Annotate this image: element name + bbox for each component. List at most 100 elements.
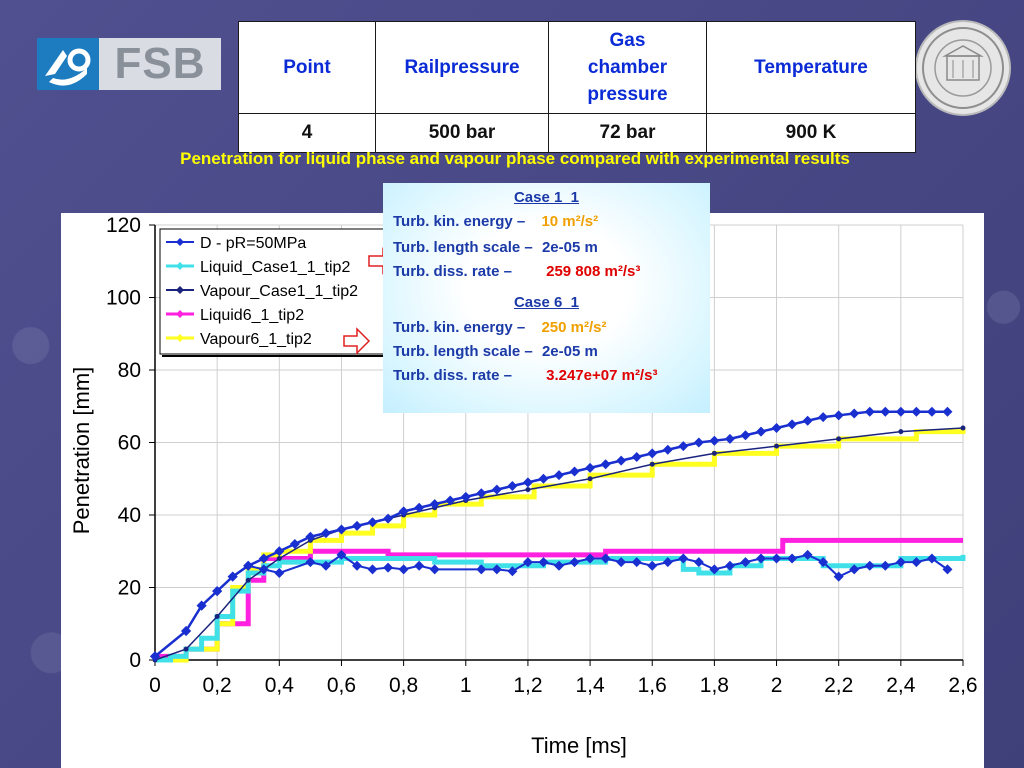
series-point-d-pr-50mpa-47 xyxy=(895,406,906,417)
experimental-liquid-point-4 xyxy=(227,571,238,582)
series-point-d-pr-50mpa-45 xyxy=(864,406,875,417)
experimental-liquid-point-18 xyxy=(491,564,502,575)
experimental-liquid-point-47 xyxy=(942,564,953,575)
case-1-title: Case 1_1 xyxy=(513,189,580,206)
experimental-liquid-point-26 xyxy=(616,557,627,568)
series-point-d-pr-50mpa-23 xyxy=(522,477,533,488)
experimental-liquid-point-22 xyxy=(554,560,564,571)
y-tick-label-3: 60 xyxy=(118,432,141,455)
series-point-d-pr-50mpa-17 xyxy=(429,499,440,510)
series-line-vapour6-1-tip2 xyxy=(155,428,966,663)
experimental-liquid-point-42 xyxy=(864,560,875,571)
slide-subtitle: Penetration for liquid phase and vapour … xyxy=(180,149,850,168)
x-tick-label-6: 1,2 xyxy=(513,674,542,697)
experimental-liquid-point-45 xyxy=(911,557,922,568)
series-point-d-pr-50mpa-39 xyxy=(771,423,782,433)
experimental-liquid-point-6 xyxy=(258,564,269,575)
experimental-liquid-point-28 xyxy=(647,560,658,571)
experimental-liquid-point-9 xyxy=(320,560,331,571)
series-point-d-pr-50mpa-9 xyxy=(305,531,316,542)
series-point-vapour-case1-1-tip2-12 xyxy=(587,476,593,482)
experimental-liquid-point-7 xyxy=(274,568,285,578)
header-point: Point xyxy=(238,21,376,114)
experimental-liquid-point-25 xyxy=(600,553,611,564)
series-point-d-pr-50mpa-46 xyxy=(880,406,891,417)
series-point-d-pr-50mpa-29 xyxy=(616,455,627,466)
x-tick-label-5: 1 xyxy=(460,674,472,697)
series-point-vapour-case1-1-tip2-1 xyxy=(183,646,189,652)
experimental-liquid-point-46 xyxy=(926,553,937,564)
series-point-d-pr-50mpa-40 xyxy=(787,419,798,430)
experimental-liquid-point-35 xyxy=(756,553,766,564)
experimental-liquid-point-32 xyxy=(709,564,720,575)
x-tick-label-0: 0 xyxy=(149,674,161,697)
series-point-d-pr-50mpa-20 xyxy=(476,488,487,499)
x-axis-label: Time [ms] xyxy=(531,733,627,758)
experimental-liquid-point-14 xyxy=(398,564,409,575)
legend-label-liquid6-1-tip2: Liquid6_1_tip2 xyxy=(200,307,304,324)
experimental-liquid-point-5 xyxy=(243,560,254,571)
series-point-d-pr-50mpa-21 xyxy=(491,484,502,495)
experimental-liquid-point-31 xyxy=(693,557,704,568)
experimental-liquid-point-43 xyxy=(880,560,891,571)
experimental-liquid-point-2 xyxy=(196,600,207,611)
experimental-liquid-point-33 xyxy=(724,560,735,571)
case-1-diss-rate: Turb. diss. rate – 259 808 m²/s³ xyxy=(393,263,640,280)
series-point-d-pr-50mpa-50 xyxy=(942,406,953,417)
experimental-liquid-point-38 xyxy=(802,549,813,560)
experimental-liquid-line xyxy=(154,553,949,658)
experimental-liquid-point-37 xyxy=(787,553,798,564)
case-parameters-box: Case 1_1 Turb. kin. energy – 10 m²/s² Tu… xyxy=(383,183,710,413)
experimental-liquid-point-0 xyxy=(150,651,160,662)
series-point-d-pr-50mpa-8 xyxy=(289,539,300,549)
case-1-length-scale: Turb. length scale – 2e-05 m xyxy=(393,239,598,256)
experimental-liquid-point-44 xyxy=(895,557,906,568)
experimental-liquid-point-3 xyxy=(212,586,223,597)
series-point-d-pr-50mpa-7 xyxy=(274,546,285,557)
case-1-kin-energy-value: 10 m²/s² xyxy=(541,213,599,230)
experimental-liquid-point-12 xyxy=(367,564,378,575)
series-point-d-pr-50mpa-31 xyxy=(647,448,658,459)
fsb-logo: FSB xyxy=(37,38,221,90)
fsb-logo-text: FSB xyxy=(99,38,221,90)
series-point-d-pr-50mpa-28 xyxy=(600,459,611,470)
case-6-kin-energy: Turb. kin. energy – 250 m²/s² xyxy=(393,319,606,336)
series-point-d-pr-50mpa-24 xyxy=(538,473,549,484)
series-line-liquid6-1-tip2 xyxy=(155,537,963,659)
case-6-title: Case 6_1 xyxy=(513,294,580,311)
y-tick-label-2: 40 xyxy=(118,504,141,527)
series-point-d-pr-50mpa-49 xyxy=(926,406,937,417)
x-tick-label-13: 2,6 xyxy=(948,674,977,697)
case-1-length-scale-label: Turb. length scale – xyxy=(393,239,533,256)
series-point-d-pr-50mpa-10 xyxy=(320,528,331,539)
series-point-d-pr-50mpa-32 xyxy=(662,444,673,455)
arrow-case6 xyxy=(343,327,371,355)
series-point-d-pr-50mpa-19 xyxy=(460,491,471,502)
header-gas-chamber-pressure: Gas chamber pressure xyxy=(548,21,707,114)
header-temperature: Temperature xyxy=(706,21,916,114)
experimental-liquid-point-17 xyxy=(476,564,487,575)
experimental-liquid-point-39 xyxy=(818,557,829,568)
legend-label-vapour-case1-1-tip2: Vapour_Case1_1_tip2 xyxy=(200,283,358,300)
series-point-d-pr-50mpa-14 xyxy=(383,513,394,524)
experimental-liquid-point-30 xyxy=(678,553,689,564)
series-point-vapour-case1-1-tip2-16 xyxy=(836,436,842,442)
series-point-vapour-case1-1-tip2-2 xyxy=(214,614,220,619)
x-tick-label-7: 1,4 xyxy=(575,674,605,697)
case-1-diss-rate-value: 259 808 m²/s³ xyxy=(546,263,641,280)
header-railpressure: Railpressure xyxy=(375,21,549,114)
experimental-liquid-point-34 xyxy=(740,557,751,568)
case-1-length-scale-value: 2e-05 m xyxy=(541,239,598,256)
x-tick-label-1: 0,2 xyxy=(203,674,232,697)
chart-canvas: 0 0,2 0,4 0,6 0,8 1 1,2 1,4 1,6 1,8 2 2,2 2,4 2,6 0 20 4… xyxy=(69,214,978,758)
experimental-liquid-point-27 xyxy=(631,557,642,568)
legend-label-liquid-case1-1-tip2: Liquid_Case1_1_tip2 xyxy=(200,259,350,276)
y-tick-label-0: 0 xyxy=(129,649,141,672)
series-point-d-pr-50mpa-42 xyxy=(818,412,829,423)
legend-marker-liquid-case1-1-tip2 xyxy=(176,262,184,270)
series-point-d-pr-50mpa-30 xyxy=(631,452,642,462)
case-6-length-scale-label: Turb. length scale – xyxy=(393,343,533,360)
y-tick-label-4: 80 xyxy=(118,359,141,382)
series-line-vapour-case1-1-tip2 xyxy=(154,427,964,661)
series-point-vapour-case1-1-tip2-4 xyxy=(276,556,282,561)
